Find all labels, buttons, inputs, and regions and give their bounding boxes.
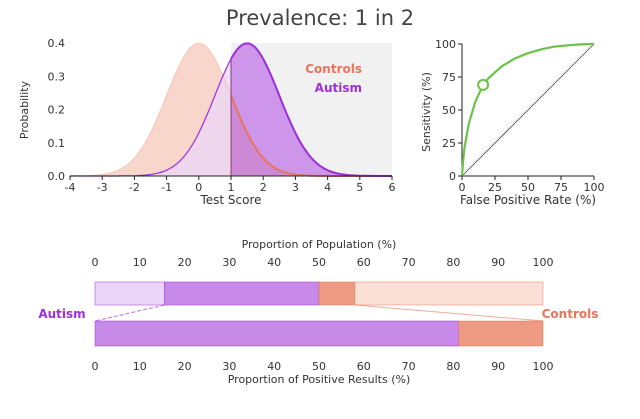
roc-x-tick-label: 25: [488, 181, 502, 194]
positive-tick-label: 10: [133, 360, 147, 373]
population-segment-controls-positive: [318, 281, 356, 306]
y-tick-label: 0.0: [48, 170, 66, 183]
roc-operating-point: [477, 78, 490, 91]
population-tick-label: 100: [533, 256, 554, 269]
roc-curve: [460, 42, 595, 177]
legend-controls: Controls: [305, 62, 362, 76]
page-title: Prevalence: 1 in 2: [225, 6, 415, 30]
population-tick-label: 10: [133, 256, 147, 269]
population-tick-label: 60: [357, 256, 371, 269]
population-tick-label: 70: [402, 256, 416, 269]
y-axis-label: Probability: [18, 80, 31, 139]
positive-tick-label: 50: [312, 360, 326, 373]
roc-y-axis-label: Sensitivity (%): [420, 72, 433, 152]
x-axis-label: Test Score: [199, 193, 261, 207]
roc-y-tick-label: 0: [449, 170, 456, 183]
x-tick-label: 4: [324, 181, 331, 194]
positive-tick-label: 30: [222, 360, 236, 373]
roc-x-axis-label: False Positive Rate (%): [460, 193, 596, 207]
positive-tick-label: 80: [446, 360, 460, 373]
population-tick-label: 90: [491, 256, 505, 269]
positive-tick-label: 20: [178, 360, 192, 373]
roc-diagonal: [461, 43, 595, 177]
population-segment-controls-negative: [354, 281, 544, 306]
positive-tick-label: 40: [267, 360, 281, 373]
x-tick-label: -3: [97, 181, 108, 194]
positive-tick-label: 90: [491, 360, 505, 373]
y-tick-label: 0.2: [48, 104, 66, 117]
x-tick-label: 3: [292, 181, 299, 194]
population-tick-label: 80: [446, 256, 460, 269]
population-tick-label: 40: [267, 256, 281, 269]
positive-axis-label: Proportion of Positive Results (%): [228, 373, 411, 386]
legend-autism: Autism: [315, 81, 362, 95]
x-tick-label: -2: [129, 181, 140, 194]
x-tick-label: 2: [260, 181, 267, 194]
x-tick-label: 5: [356, 181, 363, 194]
roc-x-tick-label: 100: [584, 181, 605, 194]
positive-segment-controls: [458, 320, 544, 347]
positive-tick-label: 0: [92, 360, 99, 373]
bar-label-autism: Autism: [38, 307, 85, 321]
population-tick-label: 0: [92, 256, 99, 269]
positive-segment-autism: [94, 320, 460, 347]
positive-tick-label: 100: [533, 360, 554, 373]
population-segment-autism-negative: [94, 281, 165, 306]
y-tick-label: 0.4: [48, 37, 66, 50]
y-tick-label: 0.3: [48, 70, 66, 83]
population-tick-label: 50: [312, 256, 326, 269]
population-tick-label: 20: [178, 256, 192, 269]
roc-y-tick-label: 25: [442, 137, 456, 150]
connector-controls: [354, 304, 544, 322]
y-tick-label: 0.1: [48, 137, 66, 150]
population-axis-label: Proportion of Population (%): [242, 238, 397, 251]
positive-tick-label: 60: [357, 360, 371, 373]
roc-x-tick-label: 75: [554, 181, 568, 194]
x-tick-label: 0: [195, 181, 202, 194]
positive-tick-label: 70: [402, 360, 416, 373]
roc-y-tick-label: 75: [442, 71, 456, 84]
x-tick-label: 6: [389, 181, 396, 194]
roc-y-tick-label: 50: [442, 104, 456, 117]
population-tick-label: 30: [222, 256, 236, 269]
population-segment-autism-positive: [164, 281, 320, 306]
bar-label-controls: Controls: [542, 307, 599, 321]
roc-x-tick-label: 0: [459, 181, 466, 194]
roc-y-tick-label: 100: [435, 38, 456, 51]
x-tick-label: -1: [161, 181, 172, 194]
x-tick-label: 1: [228, 181, 235, 194]
x-tick-label: -4: [65, 181, 76, 194]
connector-autism: [94, 304, 165, 322]
roc-x-tick-label: 50: [521, 181, 535, 194]
